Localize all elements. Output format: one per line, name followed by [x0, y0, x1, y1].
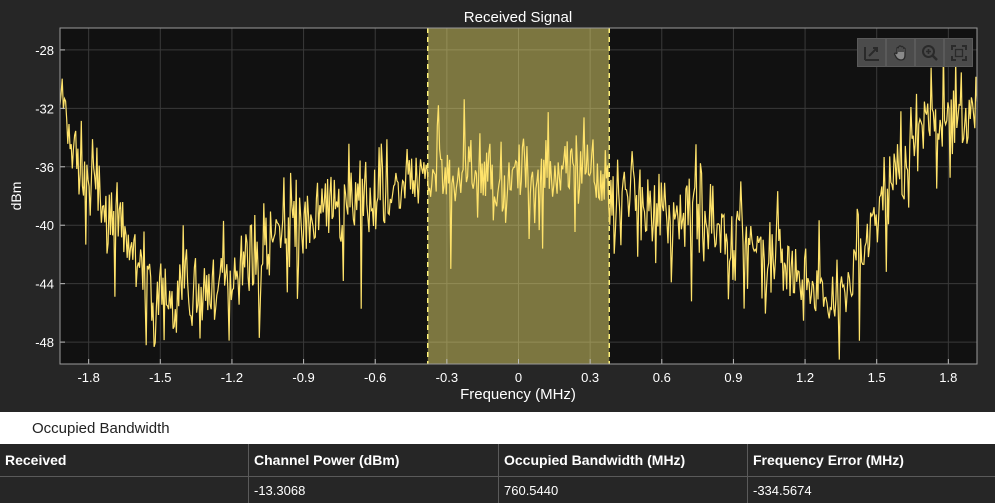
fullscreen-icon [950, 44, 967, 61]
axes-toolbar [857, 38, 974, 68]
y-tick-label: -28 [35, 43, 54, 58]
zoom-in-button[interactable] [915, 38, 944, 67]
chart-title: Received Signal [464, 9, 572, 26]
x-tick-label: 0 [515, 370, 522, 385]
x-tick-label: 1.2 [796, 370, 814, 385]
cell-received [0, 477, 249, 503]
x-tick-label: 1.5 [868, 370, 886, 385]
spectrum-trace [59, 49, 978, 360]
y-axis-ticks: -48 -44 -40 -36 -32 -28 [35, 43, 65, 350]
header-channel-power: Channel Power (dBm) [249, 444, 499, 477]
cell-channel-power: -13.3068 [249, 477, 499, 503]
x-tick-label: -0.6 [364, 370, 386, 385]
x-tick-label: 0.6 [653, 370, 671, 385]
y-tick-label: -32 [35, 101, 54, 116]
x-tick-label: -1.2 [221, 370, 243, 385]
table-header-row: Received Channel Power (dBm) Occupied Ba… [0, 444, 995, 477]
measurement-table: Received Channel Power (dBm) Occupied Ba… [0, 444, 995, 503]
section-title: Occupied Bandwidth [32, 420, 170, 437]
x-tick-label: 1.8 [939, 370, 957, 385]
restore-view-icon [863, 46, 879, 61]
restore-view-button[interactable] [857, 38, 886, 67]
table-row: -13.3068 760.5440 -334.5674 [0, 477, 995, 503]
x-tick-label: -0.3 [436, 370, 458, 385]
x-axis-ticks: -1.8 -1.5 -1.2 -0.9 -0.6 -0.3 0 0.3 0.6 0.9 1.2 1.5… [77, 359, 957, 385]
x-tick-label: -1.8 [77, 370, 99, 385]
header-frequency-error: Frequency Error (MHz) [748, 444, 995, 477]
received-signal-chart: -1.8 -1.5 -1.2 -0.9 -0.6 -0.3 0 0.3 0.6 0.9 1.2 1.5… [8, 9, 978, 403]
header-occupied-bandwidth: Occupied Bandwidth (MHz) [499, 444, 748, 477]
x-tick-label: -0.9 [292, 370, 314, 385]
zoom-in-icon [921, 44, 938, 61]
cell-occupied-bandwidth: 760.5440 [499, 477, 748, 503]
header-received: Received [0, 444, 249, 477]
y-tick-label: -48 [35, 335, 54, 350]
y-tick-label: -36 [35, 160, 54, 175]
fullscreen-button[interactable] [944, 38, 973, 67]
x-tick-label: 0.3 [581, 370, 599, 385]
x-tick-label: -1.5 [149, 370, 171, 385]
grid-lines [60, 28, 977, 364]
occupied-bandwidth-section-header: Occupied Bandwidth [0, 412, 995, 444]
y-axis-label: dBm [8, 182, 24, 211]
y-tick-label: -44 [35, 277, 54, 292]
pan-button[interactable] [886, 38, 915, 67]
x-axis-label: Frequency (MHz) [460, 386, 576, 403]
cell-frequency-error: -334.5674 [753, 482, 812, 498]
plot-border [59, 27, 978, 365]
y-tick-label: -40 [35, 218, 54, 233]
x-tick-label: 0.9 [724, 370, 742, 385]
pan-hand-icon [893, 44, 906, 61]
